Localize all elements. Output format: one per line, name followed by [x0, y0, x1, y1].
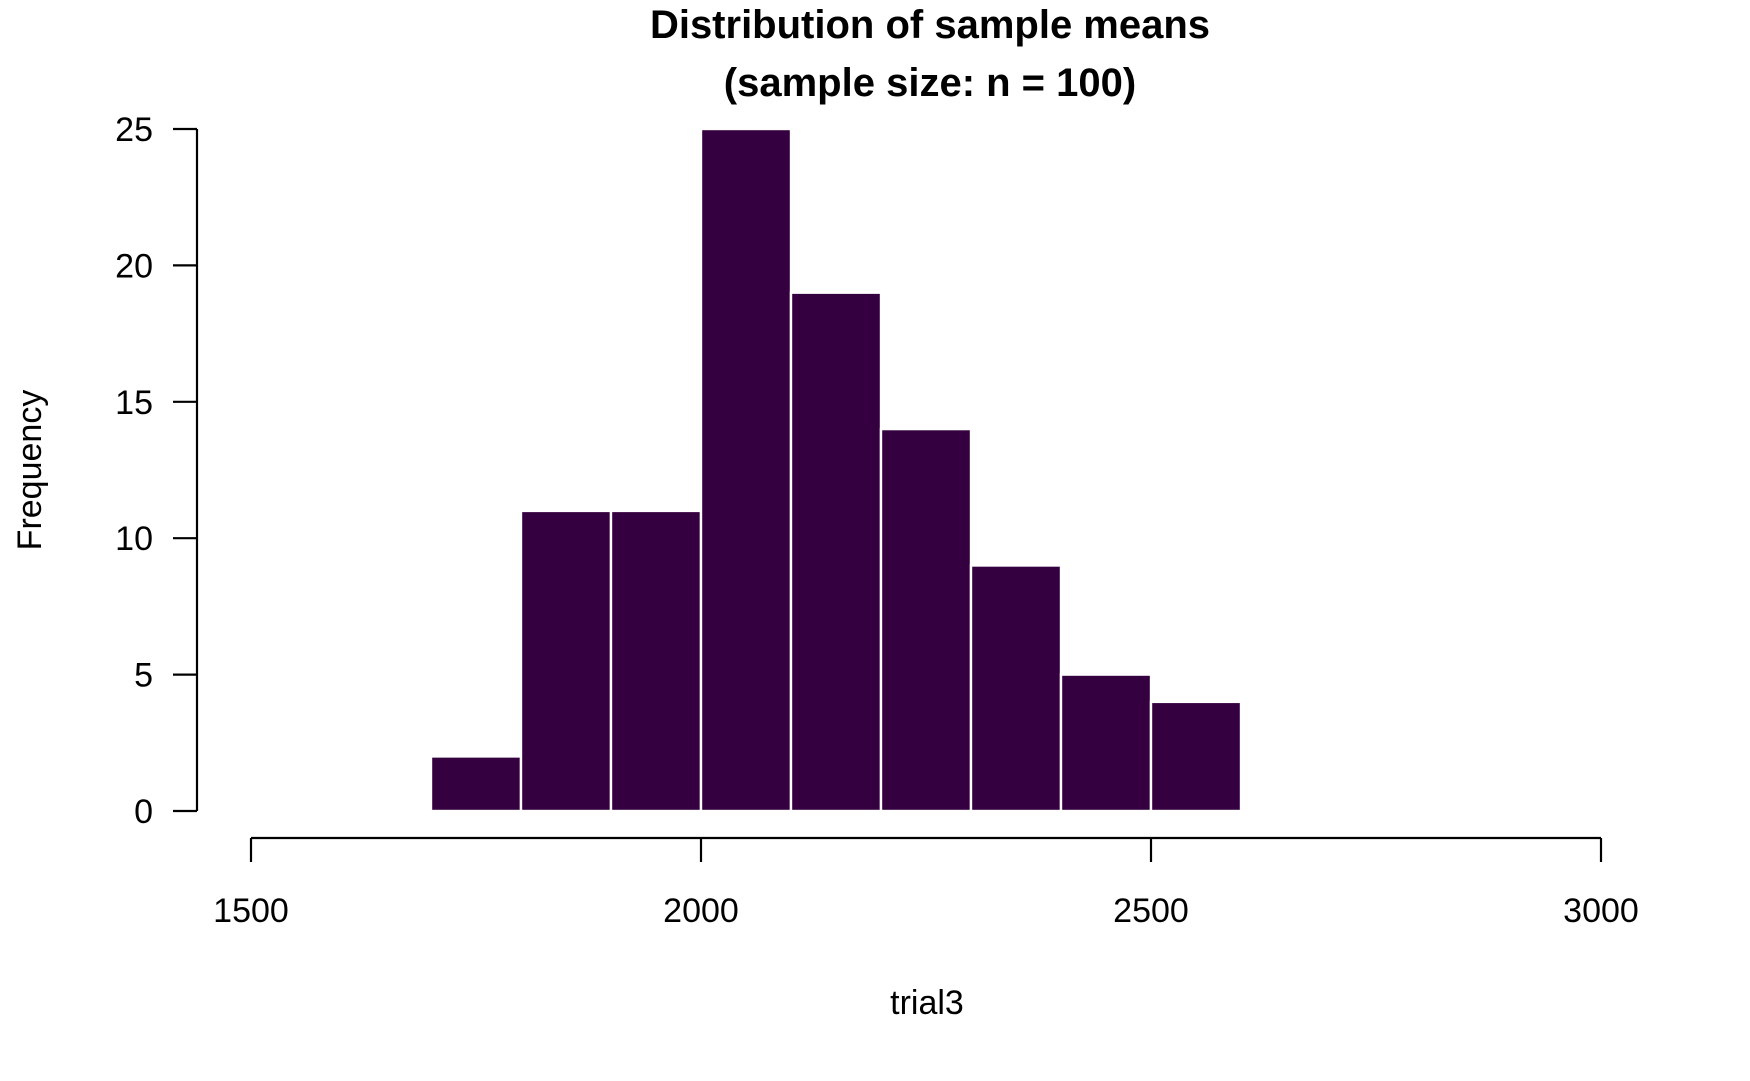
histogram-bar — [789, 291, 883, 813]
histogram-bars — [429, 127, 1243, 813]
histogram-bar — [879, 427, 973, 813]
histogram-bar — [609, 509, 703, 813]
x-tick-label: 2000 — [663, 892, 739, 930]
histogram-bar — [429, 755, 523, 813]
y-tick-label: 5 — [134, 657, 153, 695]
histogram-bar — [699, 127, 793, 813]
y-tick-label: 0 — [134, 793, 153, 831]
histogram-bar — [519, 509, 613, 813]
x-tick-label: 3000 — [1563, 892, 1639, 930]
y-tick-label: 20 — [115, 247, 153, 285]
x-tick-label: 2500 — [1113, 892, 1189, 930]
chart-subtitle: (sample size: n = 100) — [724, 61, 1136, 105]
y-tick-label: 25 — [115, 111, 153, 149]
histogram-bar — [1149, 700, 1243, 813]
histogram-bar — [969, 564, 1063, 813]
x-axis: 1500 2000 2500 3000 — [213, 836, 1639, 930]
y-tick-label: 15 — [115, 384, 153, 422]
y-tick-label: 10 — [115, 520, 153, 558]
y-axis: 0 5 10 15 20 25 — [115, 111, 199, 831]
x-tick-label: 1500 — [213, 892, 289, 930]
chart-title: Distribution of sample means — [650, 3, 1210, 47]
y-axis-label: Frequency — [11, 390, 49, 551]
histogram-bar — [1059, 673, 1153, 813]
x-axis-label: trial3 — [890, 984, 964, 1022]
